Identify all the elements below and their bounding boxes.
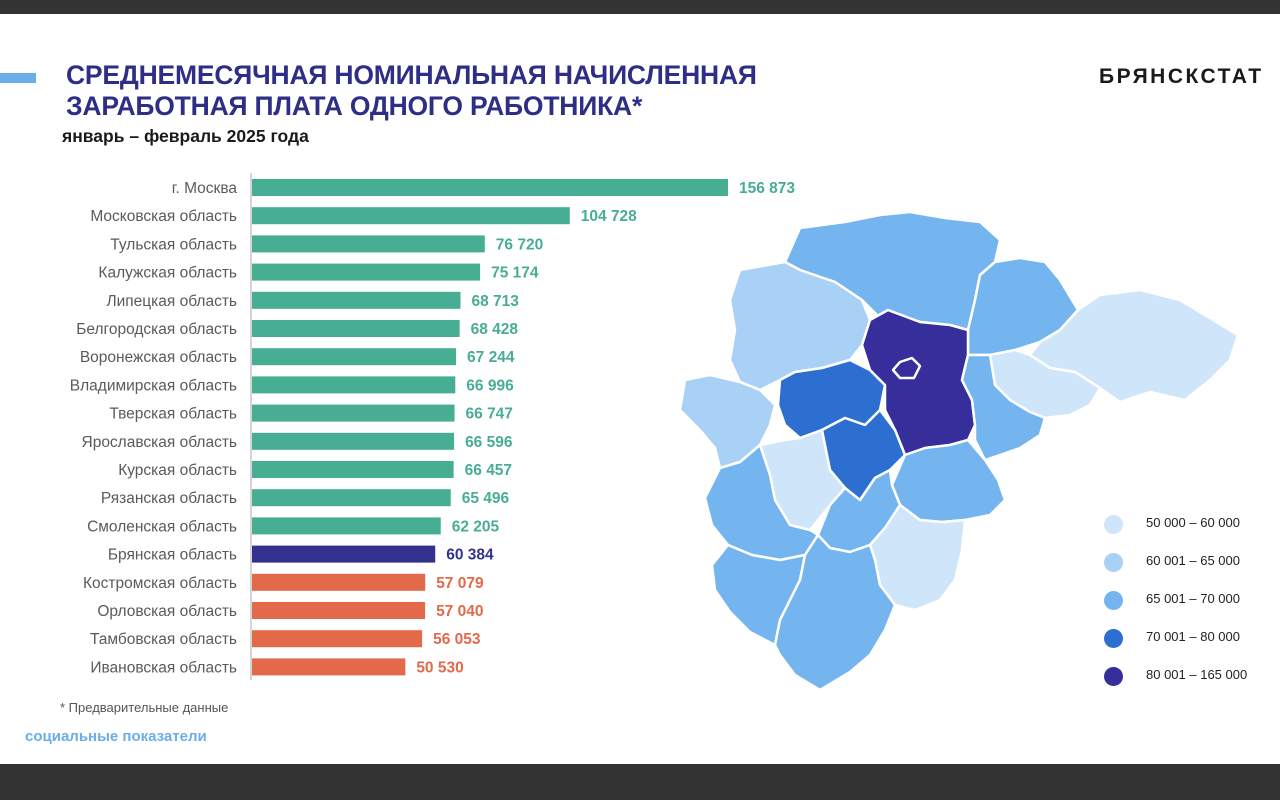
bar <box>252 179 728 196</box>
bar <box>252 235 485 253</box>
bar <box>252 432 455 450</box>
legend-swatch <box>1104 553 1123 572</box>
legend-swatch <box>1104 667 1123 686</box>
legend-item: 80 001 – 165 000 <box>1100 664 1270 702</box>
map-region-yaroslavl <box>966 256 1080 357</box>
bar <box>252 461 454 478</box>
salary-bar-chart: г. Москва 156 873 Московская область 104 72… <box>70 173 795 680</box>
bar <box>252 658 406 676</box>
legend-item: 70 001 – 80 000 <box>1100 626 1270 664</box>
value-label: 68 713 <box>471 293 519 310</box>
category-label: г. Москва <box>172 180 238 197</box>
category-label: Московская область <box>90 208 237 225</box>
value-label: 50 530 <box>416 659 463 676</box>
bar <box>252 545 436 563</box>
map-legend: 50 000 – 60 000 60 001 – 65 000 65 001 –… <box>1100 512 1270 702</box>
bar <box>252 573 426 591</box>
bar <box>252 291 461 309</box>
category-label: Ивановская область <box>90 659 237 676</box>
category-label: Смоленская область <box>87 518 237 535</box>
value-label: 66 747 <box>466 406 513 423</box>
footnote: * Предварительные данные <box>60 700 229 715</box>
category-label: Владимирская область <box>70 377 237 394</box>
category-label: Воронежская область <box>80 349 237 366</box>
legend-item: 65 001 – 70 000 <box>1100 588 1270 626</box>
value-label: 104 728 <box>581 208 637 225</box>
bar <box>252 263 481 281</box>
value-label: 62 205 <box>452 518 500 535</box>
legend-swatch <box>1104 515 1123 534</box>
period-subtitle: январь – февраль 2025 года <box>62 126 309 146</box>
title-line-1: СРЕДНЕМЕСЯЧНАЯ НОМИНАЛЬНАЯ НАЧИСЛЕННАЯ <box>66 60 757 90</box>
legend-label: 60 001 – 65 000 <box>1146 553 1240 568</box>
category-label: Тульская область <box>110 236 237 253</box>
value-label: 68 428 <box>471 321 519 338</box>
category-label: Белгородская область <box>76 321 237 338</box>
map-region-kostroma <box>1028 288 1240 404</box>
legend-item: 60 001 – 65 000 <box>1100 550 1270 588</box>
map-moscow-city <box>891 356 922 380</box>
value-label: 56 053 <box>433 631 481 648</box>
value-label: 156 873 <box>739 180 795 197</box>
page-title: СРЕДНЕМЕСЯЧНАЯ НОМИНАЛЬНАЯ НАЧИСЛЕННАЯ З… <box>66 60 866 122</box>
category-label: Орловская область <box>97 603 237 620</box>
bar <box>252 207 570 225</box>
value-label: 57 079 <box>436 575 484 592</box>
category-label: Брянская область <box>108 547 237 564</box>
value-label: 76 720 <box>496 236 543 253</box>
section-label: социальные показатели <box>25 728 207 745</box>
category-label: Костромская область <box>83 575 237 592</box>
bottom-bar <box>0 764 1280 800</box>
category-label: Ярославская область <box>82 434 238 451</box>
top-bar <box>0 0 1280 14</box>
value-label: 66 457 <box>465 462 512 479</box>
bar <box>252 404 455 422</box>
bar <box>252 602 426 619</box>
bar <box>252 517 441 535</box>
legend-swatch <box>1104 591 1123 610</box>
bar <box>252 348 457 366</box>
legend-label: 65 001 – 70 000 <box>1146 591 1240 606</box>
value-label: 66 596 <box>465 434 513 451</box>
value-label: 60 384 <box>446 547 494 564</box>
legend-label: 70 001 – 80 000 <box>1146 629 1240 644</box>
value-label: 57 040 <box>436 603 483 620</box>
title-line-2: ЗАРАБОТНАЯ ПЛАТА ОДНОГО РАБОТНИКА* <box>66 91 643 121</box>
category-label: Тверская область <box>109 406 237 423</box>
legend-label: 80 001 – 165 000 <box>1146 667 1248 682</box>
bar <box>252 376 456 394</box>
value-label: 75 174 <box>491 265 539 282</box>
map-region-voronezh <box>773 533 897 692</box>
category-label: Липецкая область <box>106 293 237 310</box>
legend-item: 50 000 – 60 000 <box>1100 512 1270 550</box>
category-label: Курская область <box>118 462 237 479</box>
bar <box>252 489 451 507</box>
value-label: 67 244 <box>467 349 515 366</box>
bar <box>252 630 423 648</box>
bars-group: г. Москва 156 873 Московская область 104 72… <box>70 179 795 676</box>
category-label: Рязанская область <box>101 490 237 507</box>
category-label: Тамбовская область <box>90 631 237 648</box>
title-accent-bar <box>0 73 36 83</box>
value-label: 65 496 <box>462 490 510 507</box>
legend-swatch <box>1104 629 1123 648</box>
value-label: 66 996 <box>466 377 514 394</box>
map-region-vladimir <box>960 353 1047 462</box>
bar <box>252 320 460 337</box>
category-label: Калужская область <box>98 265 237 282</box>
brand-logo: БРЯНСКСТАТ <box>1099 65 1264 88</box>
legend-label: 50 000 – 60 000 <box>1146 515 1240 530</box>
region-map <box>678 210 1240 692</box>
